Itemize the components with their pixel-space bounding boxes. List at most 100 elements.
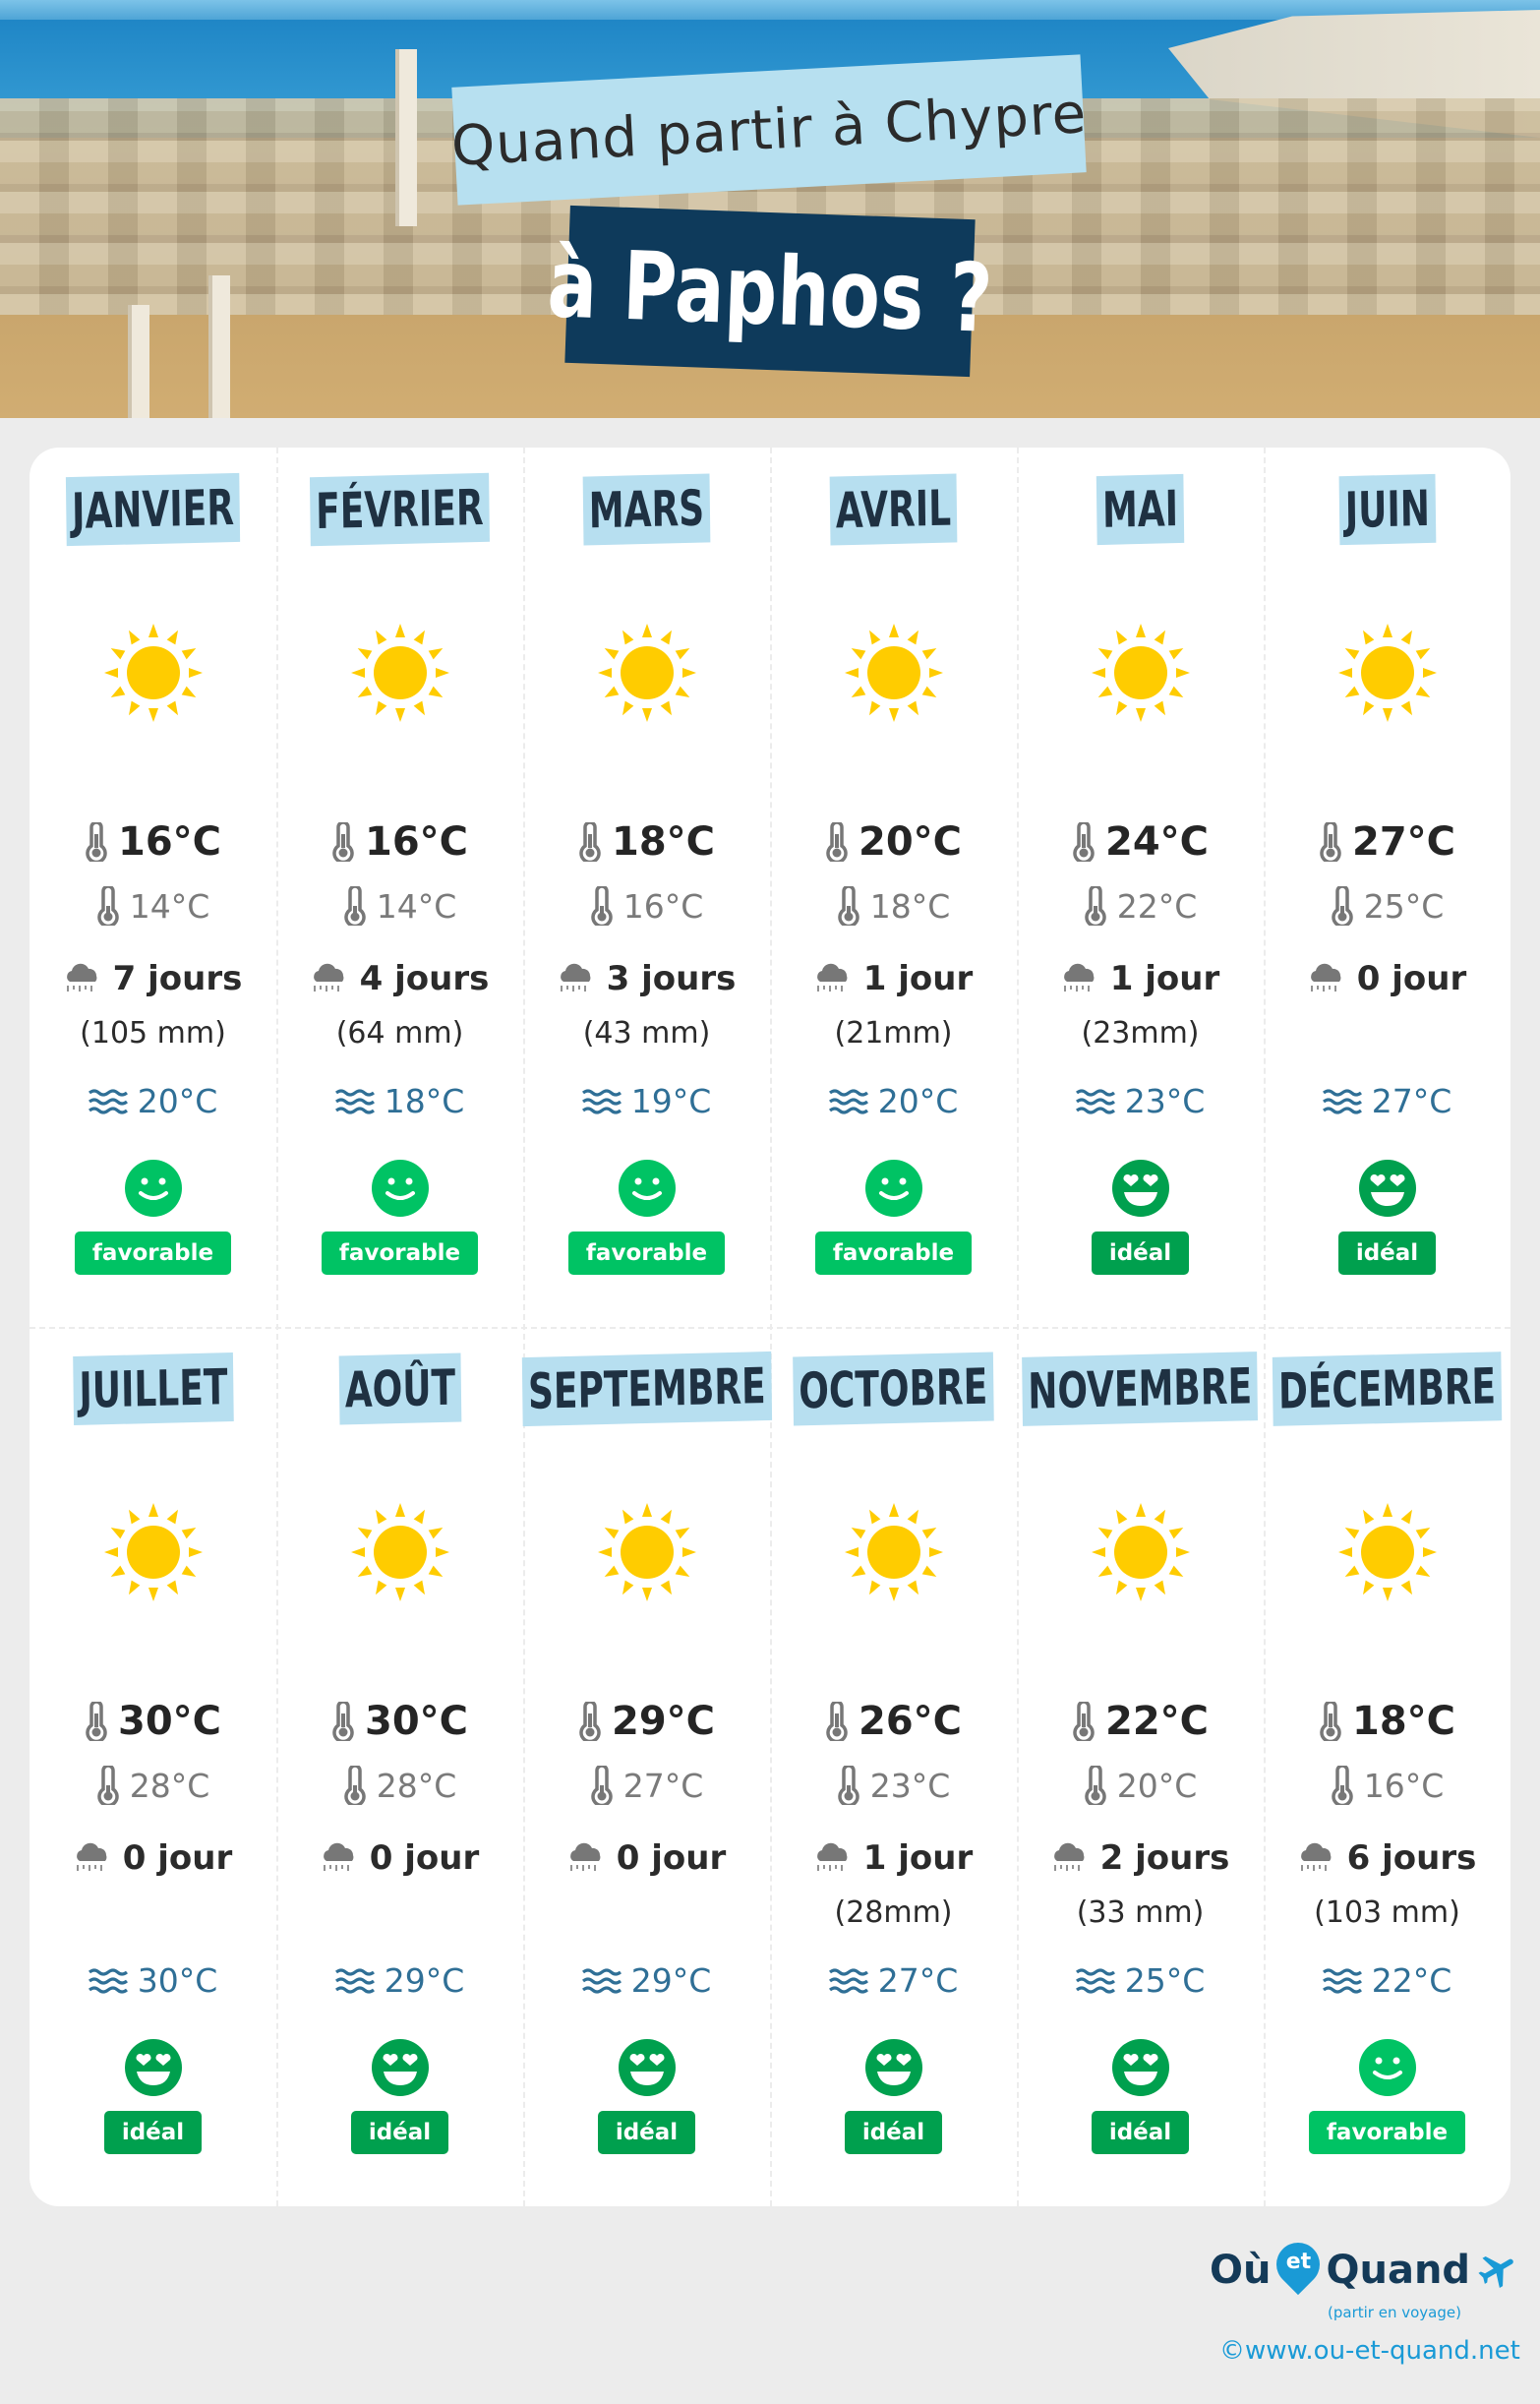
sea-temperature: 27°C [1264,1082,1510,1120]
max-temp-value: 22°C [1104,1699,1210,1744]
rain-days: 2 jours [1017,1838,1264,1878]
min-temperature: 22°C [1017,886,1264,926]
rain-days-value: 0 jour [122,1838,233,1878]
sea-temp-value: 25°C [1124,1961,1206,2000]
sun-icon [1091,624,1190,722]
month-label: SEPTEMBRE [521,1351,772,1427]
rain-amount: (43 mm) [582,1016,711,1051]
month-card: AVRIL 20°C 18°C 1 jour (21mm) 20°C favor… [770,448,1017,1327]
min-temp-value: 27°C [622,1766,704,1805]
sun-icon [1091,1503,1190,1601]
rating-badge: idéal [523,2111,770,2154]
sun-icon [1337,624,1437,722]
min-temperature: 20°C [1017,1766,1264,1805]
rating-badge: idéal [1017,1232,1264,1275]
title-line-2: à Paphos ? [546,205,994,378]
max-temp-value: 30°C [117,1699,222,1744]
cloud-rain-icon [313,963,344,992]
sea-temp-value: 22°C [1371,1961,1452,2000]
rating-icon [1264,2039,1510,2096]
sun-icon [844,624,943,722]
rain-days: 0 jour [30,1838,276,1878]
rating-label: favorable [1308,2111,1466,2154]
sea-temperature: 25°C [1017,1961,1264,2000]
copyright-link[interactable]: ©www.ou-et-quand.net [1219,2336,1520,2366]
rating-icon [30,2039,276,2096]
cloud-rain-icon [1063,963,1095,992]
month-card: MAI 24°C 22°C 1 jour (23mm) 23°C idéal [1017,448,1264,1327]
title-line-2-text: à Paphos ? [545,228,995,354]
airplane-icon [1478,2255,1513,2288]
month-card: DÉCEMBRE 18°C 16°C 6 jours (103 mm) 22°C… [1264,1327,1510,2206]
sea-temp-value: 20°C [137,1082,218,1120]
rain-days: 0 jour [276,1838,523,1878]
rain-days: 4 jours [276,959,523,998]
weather-icon [770,620,1017,726]
thermometer-low-icon [1085,886,1106,926]
cloud-rain-icon [323,1842,354,1871]
smiley-icon [864,1160,922,1217]
column-ruin [208,275,230,418]
thermometer-high-icon [86,1702,107,1741]
month-card: AOÛT 30°C 28°C 0 jour 29°C idéal [276,1327,523,2206]
weather-icon [30,1499,276,1605]
smiley-icon [1358,2039,1416,2096]
max-temperature: 29°C [523,1699,770,1744]
max-temperature: 30°C [276,1699,523,1744]
sun-icon [597,1503,696,1601]
thermometer-low-icon [1332,1766,1353,1805]
month-label: DÉCEMBRE [1264,1352,1510,1426]
thermometer-high-icon [1073,1702,1095,1741]
month-label: OCTOBRE [770,1352,1017,1426]
rain-amount: (28mm) [834,1895,953,1930]
sea-temp-value: 20°C [877,1082,959,1120]
rating-icon [1017,2039,1264,2096]
rating-badge: favorable [770,1232,1017,1275]
min-temperature: 23°C [770,1766,1017,1805]
min-temp-value: 22°C [1116,886,1198,926]
max-temp-value: 16°C [117,819,222,865]
rating-badge: idéal [1264,1232,1510,1275]
month-label: AVRIL [770,473,1017,546]
sea-temperature: 23°C [1017,1082,1264,1120]
sun-icon [350,624,449,722]
month-name: JUILLET [72,1352,234,1425]
thermometer-low-icon [1085,1766,1106,1805]
min-temperature: 16°C [523,886,770,926]
rating-label: idéal [844,2111,943,2154]
month-name: AVRIL [829,473,958,546]
month-name: OCTOBRE [793,1352,994,1426]
logo-ou: Où [1210,2248,1272,2293]
sea-temp-value: 19°C [630,1082,712,1120]
cloud-rain-icon [816,1842,848,1871]
max-temperature: 22°C [1017,1699,1264,1744]
min-temperature: 16°C [1264,1766,1510,1805]
max-temp-value: 16°C [364,819,469,865]
rain-days-value: 1 jour [862,1838,974,1878]
waves-icon [581,1967,622,1994]
thermometer-high-icon [826,822,848,862]
logo-tagline: (partir en voyage) [1328,2304,1461,2321]
max-temp-value: 18°C [611,819,716,865]
min-temperature: 28°C [30,1766,276,1805]
waves-icon [581,1088,622,1114]
max-temp-value: 20°C [858,819,963,865]
heart-eyes-smiley-icon [618,2039,676,2096]
max-temp-value: 24°C [1104,819,1210,865]
month-name: MARS [582,473,711,546]
waves-icon [1075,1967,1115,1994]
min-temperature: 27°C [523,1766,770,1805]
min-temperature: 14°C [276,886,523,926]
rain-days: 1 jour [1017,959,1264,998]
month-name: JANVIER [65,472,241,547]
weather-icon [523,1499,770,1605]
thermometer-low-icon [838,1766,859,1805]
cloud-rain-icon [66,963,97,992]
thermometer-low-icon [591,886,613,926]
weather-icon [523,620,770,726]
month-label: AOÛT [276,1352,523,1425]
rating-badge: favorable [30,1232,276,1275]
cloud-rain-icon [76,1842,107,1871]
month-card: MARS 18°C 16°C 3 jours (43 mm) 19°C favo… [523,448,770,1327]
logo: Où et Quand [1210,2233,1519,2300]
